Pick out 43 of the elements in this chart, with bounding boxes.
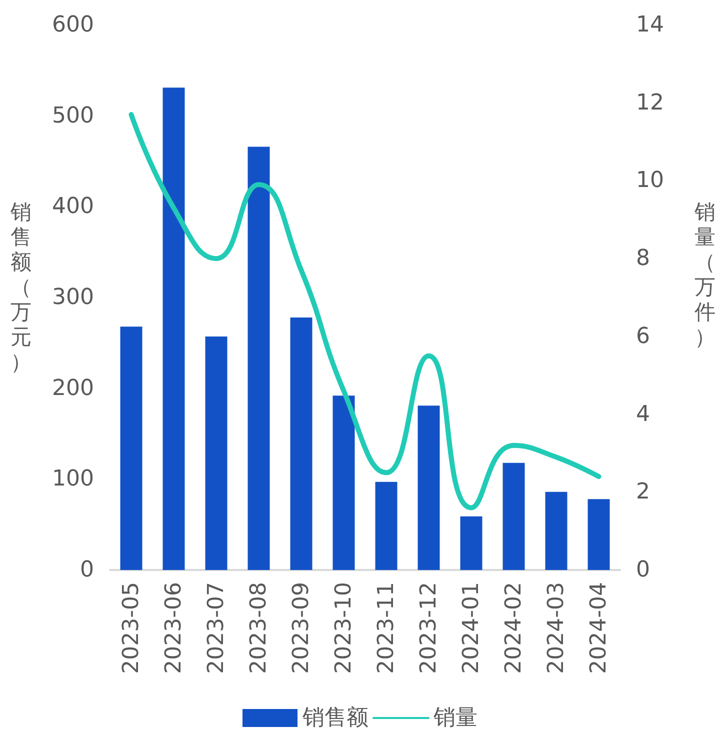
bar: [460, 516, 482, 570]
bar: [502, 462, 525, 570]
x-tick-label: 2024-01: [458, 582, 484, 674]
y2-tick-label: 4: [636, 402, 650, 427]
x-tick-label: 2023-05: [118, 582, 144, 674]
bar: [120, 326, 142, 570]
y-axis-title: 销售额（万元）: [10, 200, 32, 375]
bar: [418, 406, 440, 570]
bar: [545, 492, 568, 570]
bar: [205, 336, 228, 570]
bar: [248, 146, 270, 570]
y2-tick-label: 0: [636, 558, 650, 582]
y-tick-label: 100: [52, 466, 94, 492]
y-tick-label: 200: [52, 376, 94, 401]
bar: [290, 317, 312, 570]
x-tick-label: 2023-11: [374, 582, 399, 674]
x-tick-label: 2024-02: [501, 582, 526, 674]
legend-label: 销售额: [302, 706, 368, 730]
y-tick-label: 300: [52, 285, 94, 310]
y2-tick-label: 6: [636, 324, 650, 349]
y-tick-label: 0: [80, 558, 94, 582]
bar: [332, 396, 355, 570]
y2-tick-label: 12: [636, 90, 664, 116]
y-tick-label: 500: [52, 103, 94, 128]
x-tick-label: 2023-09: [288, 582, 314, 674]
x-tick-label: 2023-08: [246, 582, 272, 674]
x-tick-label: 2024-03: [544, 582, 569, 674]
bar: [375, 482, 398, 570]
bar: [162, 88, 185, 570]
x-tick-label: 2024-04: [586, 582, 612, 674]
x-tick-label: 2023-06: [161, 582, 186, 674]
legend-label: 销量: [432, 706, 478, 730]
y2-tick-label: 10: [636, 168, 664, 194]
x-tick-label: 2023-07: [204, 582, 229, 674]
y2-axis-title: 销量（万件）: [694, 200, 716, 350]
y2-tick-label: 8: [636, 246, 650, 272]
x-tick-label: 2023-10: [331, 582, 356, 674]
y2-tick-label: 2: [636, 480, 650, 505]
y2-tick-label: 14: [636, 12, 664, 38]
y-tick-label: 600: [52, 12, 94, 38]
y-tick-label: 400: [52, 194, 94, 220]
x-tick-label: 2023-12: [416, 582, 442, 674]
bar: [588, 499, 610, 570]
